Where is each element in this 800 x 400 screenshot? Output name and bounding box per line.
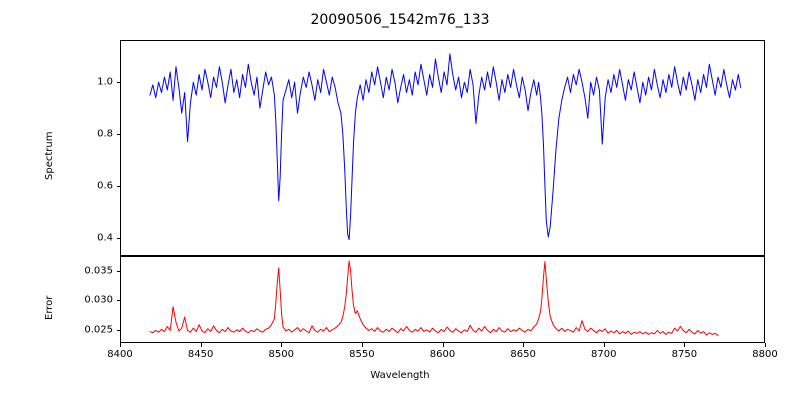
- error-line-series: [121, 257, 764, 342]
- xtick-5-tick: [523, 343, 525, 347]
- xtick-1-tick: [200, 343, 202, 347]
- ytick-spectrum-3-label: 1.0: [97, 76, 113, 88]
- xtick-2-label: 8500: [268, 349, 294, 360]
- xtick-8-label: 8800: [752, 349, 778, 360]
- ytick-spectrum-1-tick: [116, 185, 120, 187]
- xtick-3-tick: [361, 343, 363, 347]
- xtick-0-label: 8400: [107, 349, 133, 360]
- xtick-7-label: 8750: [671, 349, 698, 360]
- xtick-3-label: 8550: [349, 349, 375, 360]
- xtick-0-tick: [120, 343, 122, 347]
- xtick-1-label: 8450: [187, 349, 214, 360]
- error-panel: [120, 256, 765, 343]
- xtick-4-label: 8600: [429, 349, 456, 360]
- spectrum-panel: [120, 40, 765, 256]
- ytick-error-1-tick: [116, 300, 120, 302]
- spectrum-line-series: [121, 41, 764, 255]
- ytick-error-2-label: 0.035: [84, 265, 113, 277]
- ytick-error-1-label: 0.030: [84, 294, 113, 306]
- xtick-5-label: 8650: [510, 349, 536, 360]
- ytick-spectrum-2-label: 0.8: [97, 128, 113, 140]
- ytick-error-2-tick: [116, 270, 120, 272]
- ytick-spectrum-0-tick: [116, 237, 120, 239]
- ytick-spectrum-1-label: 0.6: [97, 180, 113, 192]
- ytick-spectrum-2-tick: [116, 133, 120, 135]
- y-axis-label-error: Error: [44, 295, 55, 320]
- xtick-6-label: 8700: [591, 349, 617, 360]
- xtick-2-tick: [281, 343, 283, 347]
- ytick-spectrum-3-tick: [116, 81, 120, 83]
- ytick-error-0-label: 0.025: [84, 324, 113, 336]
- xtick-7-tick: [684, 343, 686, 347]
- xtick-4-tick: [442, 343, 444, 347]
- xtick-8-tick: [765, 343, 767, 347]
- figure-title: 20090506_1542m76_133: [310, 12, 490, 28]
- y-axis-label-spectrum: Spectrum: [44, 131, 55, 180]
- ytick-error-0-tick: [116, 329, 120, 332]
- xtick-6-tick: [603, 343, 605, 347]
- ytick-spectrum-0-label: 0.4: [97, 232, 113, 244]
- x-axis-label: Wavelength: [370, 370, 430, 381]
